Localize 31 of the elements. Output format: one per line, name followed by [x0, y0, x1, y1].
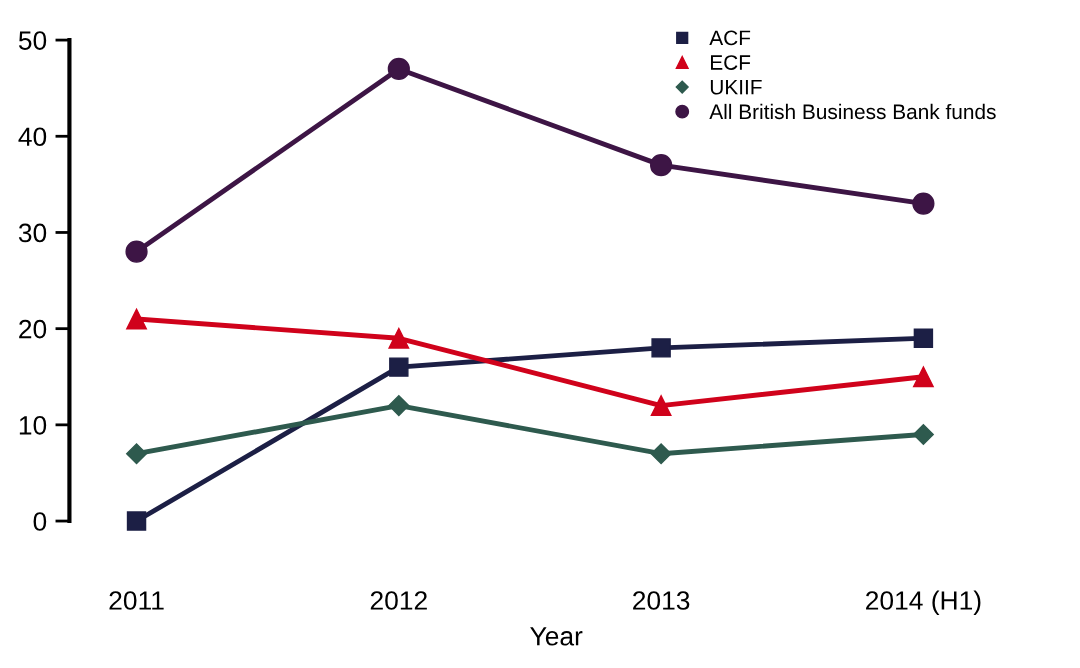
x-tick-label: 2014 (H1) [866, 590, 981, 616]
legend-label: ACF [709, 30, 751, 46]
point [389, 357, 409, 377]
x-tick-label: 2012 [370, 591, 427, 610]
y-tick-label: 30 [18, 223, 47, 243]
y-tick-label: 50 [18, 31, 47, 50]
x-axis-title: Year [530, 627, 583, 646]
point [912, 192, 935, 215]
x-tick-label: 2013 [633, 591, 690, 610]
point [912, 366, 934, 388]
point [650, 154, 673, 177]
x-tick-label: 2011 [109, 591, 164, 610]
legend-label: ECF [711, 55, 751, 70]
y-tick-label: 0 [33, 512, 47, 531]
point [650, 443, 672, 465]
y-tick-label: 40 [18, 127, 47, 147]
y-tick-label: 20 [19, 319, 47, 339]
legend-label: All British Business Bank funds [709, 103, 996, 120]
point [126, 511, 147, 531]
legend-label: UKIIF [710, 80, 762, 95]
point [125, 240, 148, 263]
y-tick-label: 10 [19, 415, 47, 435]
point [651, 338, 671, 358]
point [913, 328, 934, 348]
point [126, 443, 148, 465]
point [126, 308, 147, 330]
point [650, 395, 672, 417]
point [912, 423, 934, 445]
point [388, 395, 410, 417]
point [387, 57, 410, 81]
point [388, 327, 410, 349]
